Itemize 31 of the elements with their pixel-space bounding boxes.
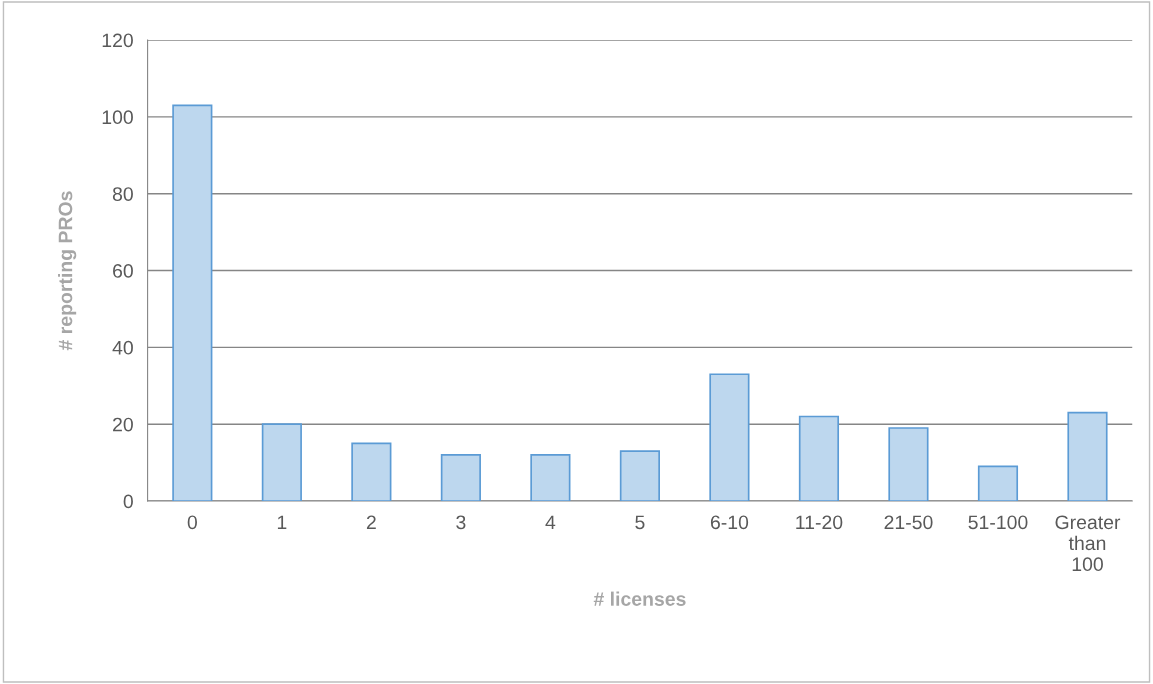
bar — [709, 373, 750, 502]
y-axis-title: # reporting PROs — [58, 191, 77, 351]
x-tick-label: 2 — [366, 515, 376, 530]
x-tick-label: 6-10 — [710, 515, 749, 530]
x-axis-title: # licenses — [593, 591, 686, 606]
bar — [888, 427, 929, 502]
x-tick-label: 51-100 — [968, 515, 1028, 530]
bar — [798, 415, 840, 502]
x-tick-label: 11-20 — [796, 515, 843, 530]
x-tick-label: 3 — [456, 515, 466, 530]
bar — [977, 465, 1019, 502]
bar — [440, 454, 481, 502]
x-tick-label: 0 — [187, 515, 197, 530]
y-tick-label: 20 — [113, 417, 133, 432]
bar — [172, 104, 213, 502]
x-tick-label: 21-50 — [884, 515, 933, 530]
bar — [530, 454, 571, 502]
y-tick-label: 40 — [112, 340, 133, 355]
y-tick-label: 80 — [112, 187, 133, 201]
bar — [261, 423, 302, 502]
y-tick-label: 120 — [102, 33, 133, 48]
bar — [351, 442, 392, 502]
bar — [619, 450, 660, 502]
x-tick-label: Greater than 100 — [1055, 515, 1121, 572]
x-tick-label: 4 — [545, 515, 556, 530]
x-tick-label: 5 — [635, 515, 645, 530]
y-tick-label: 0 — [123, 494, 133, 509]
y-tick-label: 60 — [113, 263, 133, 278]
y-tick-label: 100 — [102, 110, 133, 125]
x-tick-label: 1 — [277, 515, 287, 530]
bar — [1067, 411, 1108, 502]
